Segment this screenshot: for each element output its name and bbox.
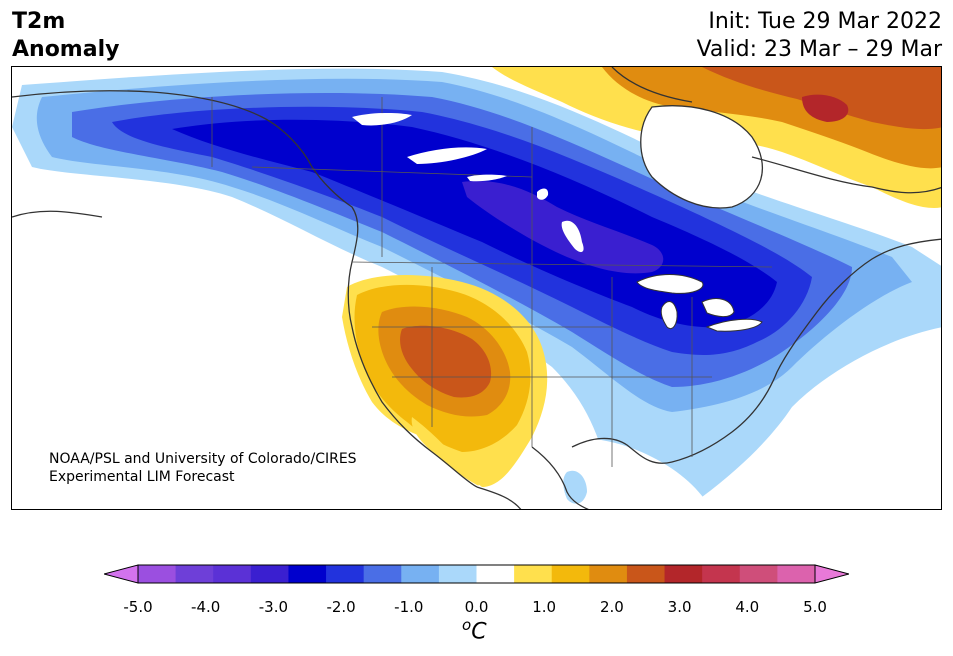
gulf-neutral: [512, 438, 711, 509]
colorbar-bin: [213, 565, 252, 583]
colorbar-tick-label: -1.0: [394, 598, 424, 616]
colorbar-tick-label: 0.0: [464, 598, 489, 616]
hudson-bay-neutral: [640, 105, 763, 208]
colorbar-tick-label: 3.0: [667, 598, 692, 616]
colorbar-tick-label: -5.0: [123, 598, 153, 616]
colorbar-extend-low: [104, 564, 139, 584]
title-left: T2m Anomaly: [12, 8, 119, 64]
great-lakes: [636, 274, 763, 332]
colorbar-bin: [514, 565, 553, 583]
warm-band-sw-coast: [411, 417, 479, 486]
colorbar-bin: [589, 565, 628, 583]
colorbar-extend-high: [814, 564, 849, 584]
colorbar-bin: [476, 565, 515, 583]
colorbar-bin: [175, 565, 214, 583]
variable-subtitle: Anomaly: [12, 37, 120, 62]
colorbar-outline: [137, 564, 816, 584]
colorbar-tick-label: -2.0: [326, 598, 356, 616]
title-right: Init: Tue 29 Mar 2022 Valid: 23 Mar – 29…: [697, 8, 942, 64]
colorbar-bin: [626, 565, 666, 583]
unit-superscript: o: [462, 616, 472, 634]
credit-block: NOAA/PSL and University of Colorado/CIRE…: [49, 450, 357, 486]
colorbar-bin: [551, 565, 590, 583]
colorbar-tick-label: 2.0: [599, 598, 624, 616]
colorbar-bin: [664, 565, 703, 583]
init-date: Init: Tue 29 Mar 2022: [708, 9, 942, 34]
colorbar-bin: [438, 565, 477, 583]
colorbar-bin: [138, 565, 177, 583]
colorbar-bin: [363, 565, 402, 583]
greenland-warm-core: [802, 94, 849, 122]
colorbar-bin: [250, 565, 289, 583]
colorbar-tick-label: -4.0: [191, 598, 221, 616]
colorbar-tick-label: 1.0: [532, 598, 557, 616]
colorbar-bin: [288, 565, 327, 583]
colorbar-tick-label: 5.0: [803, 598, 827, 616]
colorbar-bin: [777, 565, 816, 583]
cold-band-5: [172, 119, 777, 328]
variable-name: T2m: [12, 9, 66, 34]
anomaly-map: [12, 67, 941, 509]
colorbar-bin: [702, 565, 741, 583]
state-borders: [211, 97, 773, 467]
coastlines: [12, 67, 941, 509]
unit-base: C: [471, 619, 487, 645]
canadian-lakes: [352, 112, 584, 253]
map-panel: [11, 66, 942, 510]
valid-range: Valid: 23 Mar – 29 Mar: [696, 37, 942, 62]
warm-core: [400, 325, 492, 398]
colorbar-unit: oC: [462, 616, 487, 644]
colorbar-tick-label: -3.0: [258, 598, 289, 616]
credit-line-2: Experimental LIM Forecast: [49, 469, 235, 485]
colorbar-bin: [401, 565, 440, 583]
colorbar-tick-label: 4.0: [735, 598, 760, 616]
colorbar: [104, 564, 849, 584]
credit-line-1: NOAA/PSL and University of Colorado/CIRE…: [49, 451, 357, 467]
colorbar-bin: [739, 565, 778, 583]
colorbar-bin: [326, 565, 365, 583]
